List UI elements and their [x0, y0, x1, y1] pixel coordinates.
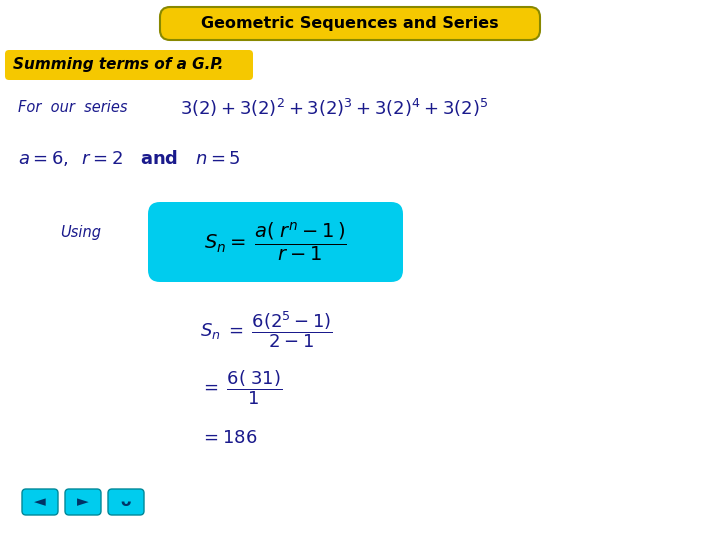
FancyBboxPatch shape [108, 489, 144, 515]
Text: $3(2) + 3(2)^2 + 3(2)^3 + 3(2)^4 + 3(2)^5$: $3(2) + 3(2)^2 + 3(2)^3 + 3(2)^4 + 3(2)^… [180, 97, 488, 119]
Text: Using: Using [60, 225, 101, 240]
FancyBboxPatch shape [22, 489, 58, 515]
FancyBboxPatch shape [148, 202, 403, 282]
Text: Geometric Sequences and Series: Geometric Sequences and Series [201, 16, 499, 31]
Text: $= \; \dfrac{6(\; 31)}{1}$: $= \; \dfrac{6(\; 31)}{1}$ [200, 369, 282, 407]
Text: ►: ► [77, 495, 89, 510]
FancyBboxPatch shape [5, 50, 253, 80]
Text: $a = 6, \;\; r = 2 \quad \mathbf{and} \quad n = 5$: $a = 6, \;\; r = 2 \quad \mathbf{and} \q… [18, 148, 240, 168]
FancyBboxPatch shape [160, 7, 540, 40]
Text: $= 186$: $= 186$ [200, 429, 257, 447]
FancyBboxPatch shape [65, 489, 101, 515]
Text: For  our  series: For our series [18, 100, 127, 116]
Text: $S_n \; = \; \dfrac{6(2^5 - 1)}{2 - 1}$: $S_n \; = \; \dfrac{6(2^5 - 1)}{2 - 1}$ [200, 309, 333, 350]
Text: $S_n = \;\dfrac{a(\; r^n - 1\,)}{r - 1}$: $S_n = \;\dfrac{a(\; r^n - 1\,)}{r - 1}$ [204, 220, 347, 264]
Text: ᴗ: ᴗ [121, 495, 131, 510]
Text: Summing terms of a G.P.: Summing terms of a G.P. [13, 57, 223, 72]
Text: ◄: ◄ [34, 495, 46, 510]
